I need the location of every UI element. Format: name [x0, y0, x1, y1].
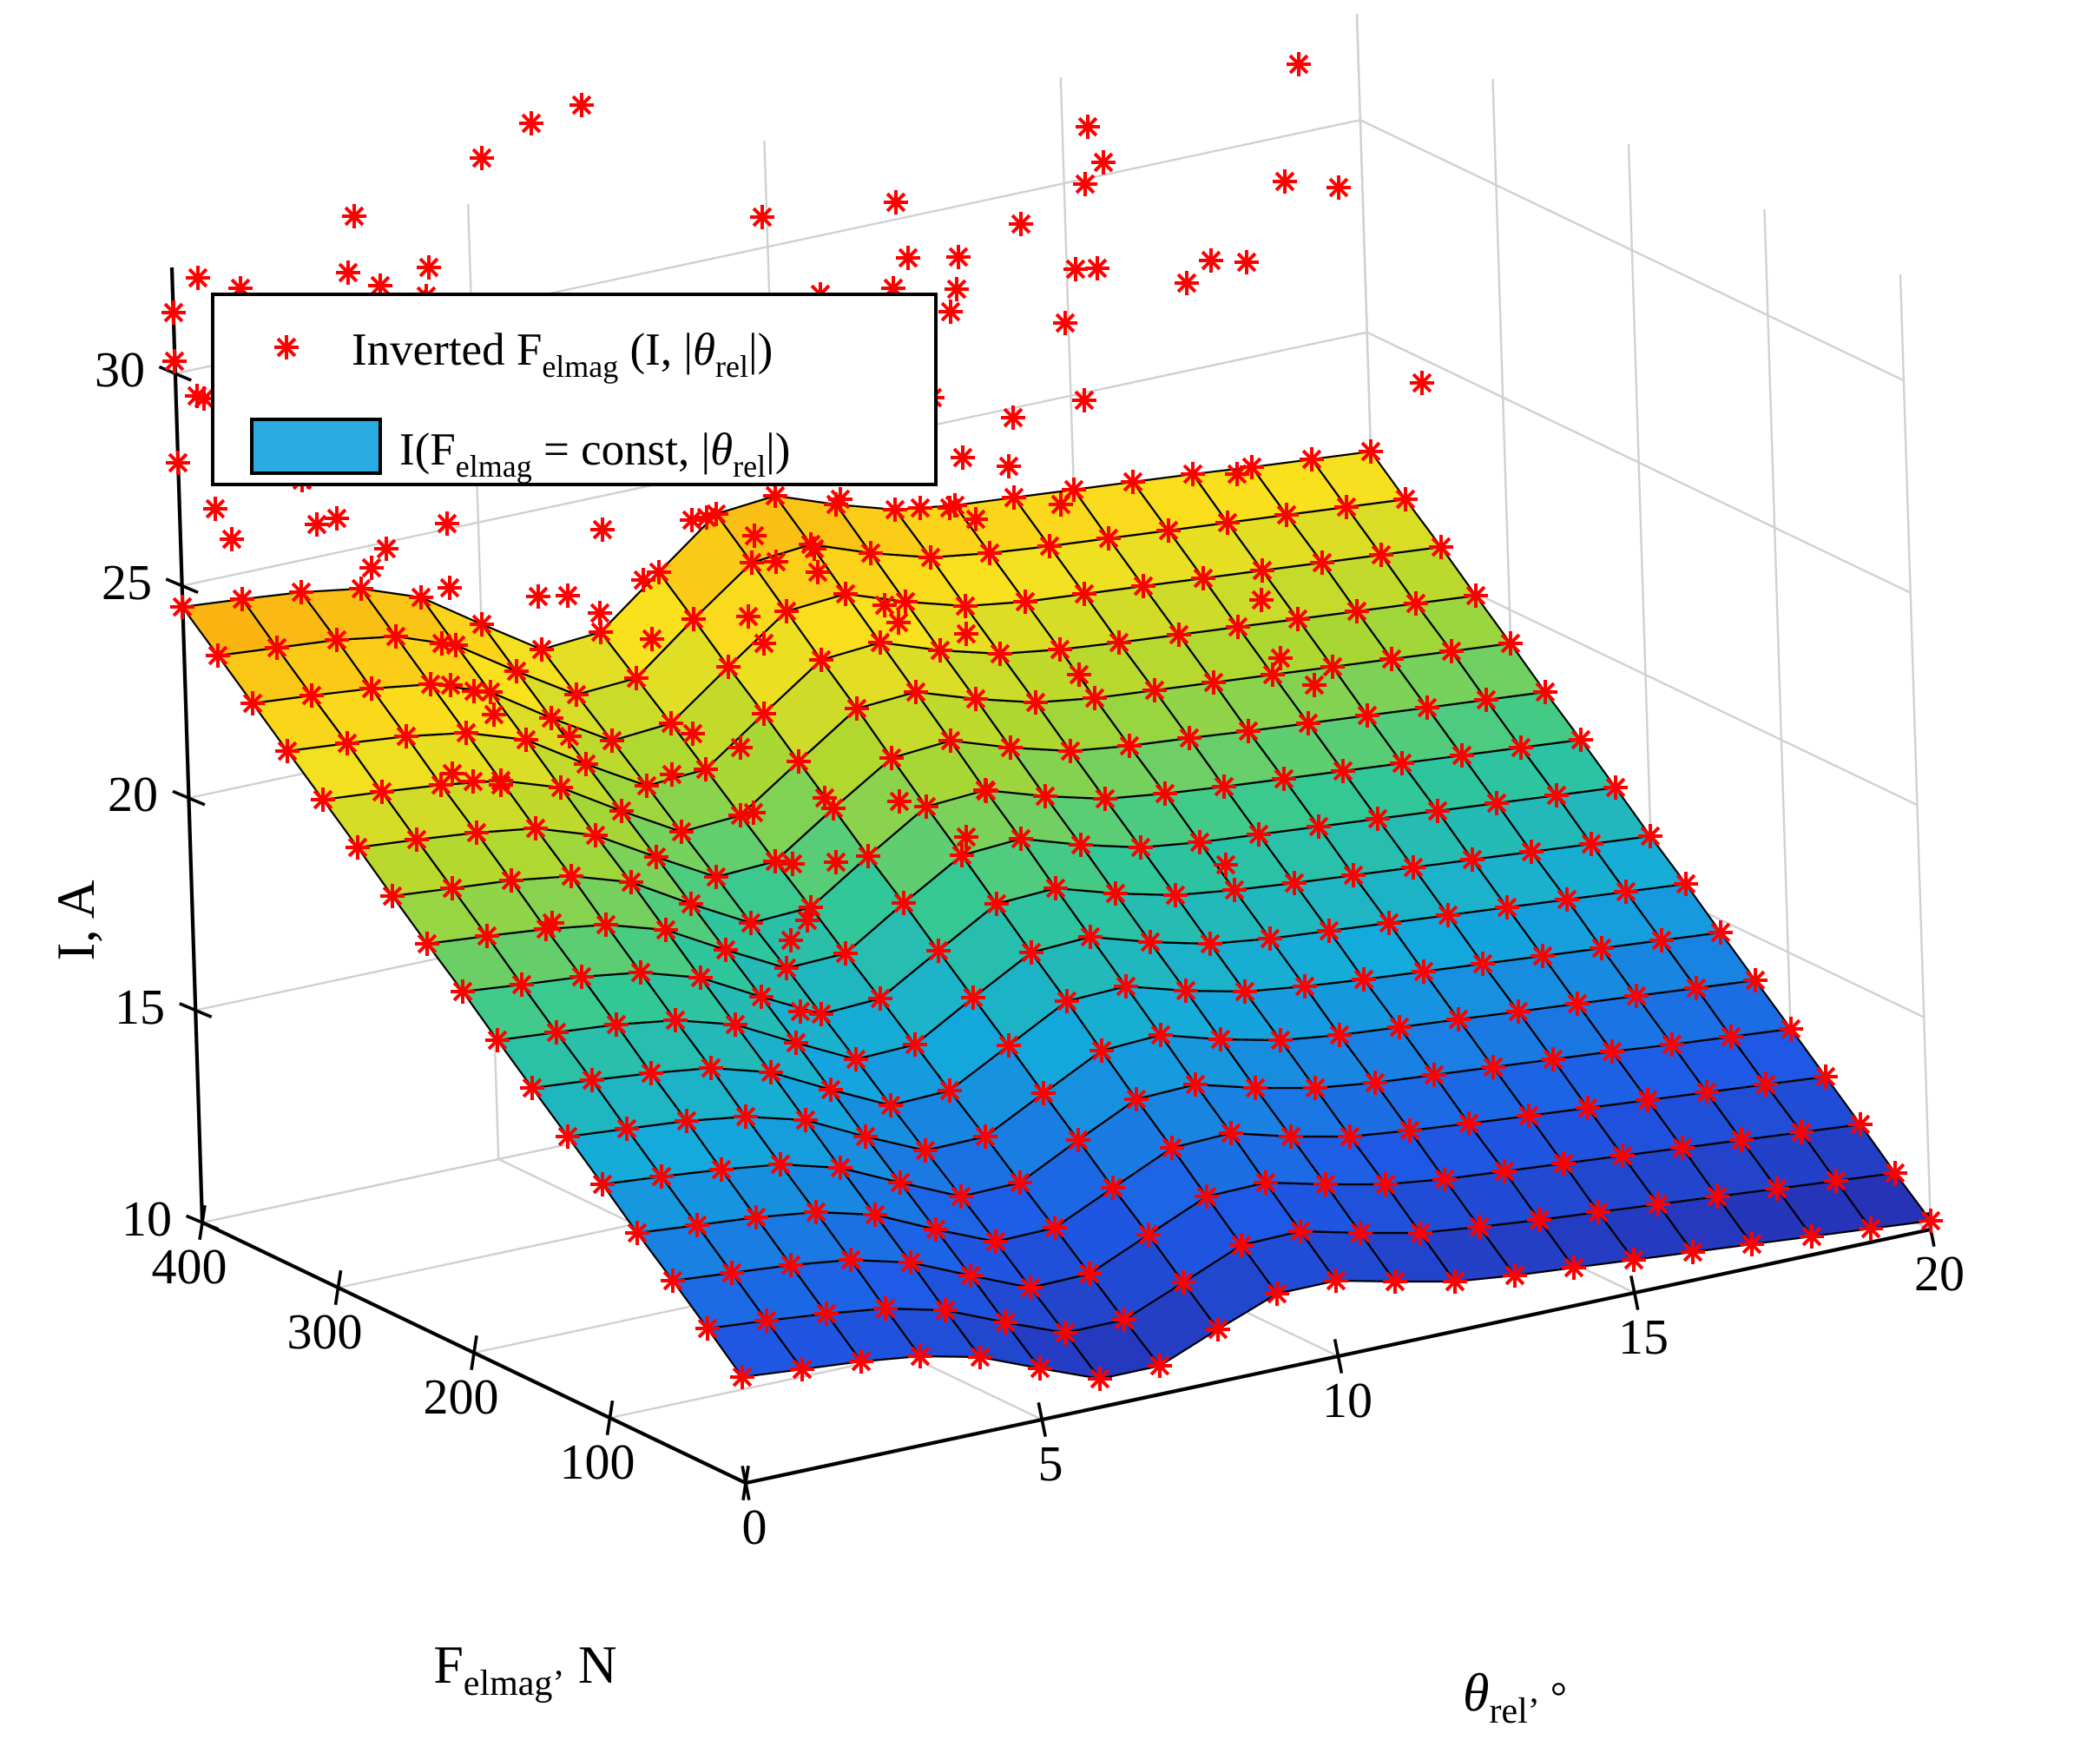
svg-text:30: 30 [95, 341, 145, 398]
svg-text:25: 25 [102, 554, 152, 610]
svg-text:15: 15 [1618, 1308, 1669, 1365]
svg-text:300: 300 [287, 1303, 363, 1360]
svg-text:200: 200 [424, 1368, 499, 1425]
svg-text:0: 0 [742, 1499, 767, 1555]
svg-text:10: 10 [1322, 1372, 1373, 1428]
svg-text:400: 400 [152, 1238, 227, 1295]
svg-text:I, A: I, A [47, 880, 106, 960]
svg-text:5: 5 [1038, 1435, 1063, 1492]
svg-text:100: 100 [560, 1434, 635, 1490]
svg-text:20: 20 [1914, 1245, 1965, 1302]
svg-text:15: 15 [115, 979, 165, 1035]
svg-text:20: 20 [108, 766, 158, 822]
